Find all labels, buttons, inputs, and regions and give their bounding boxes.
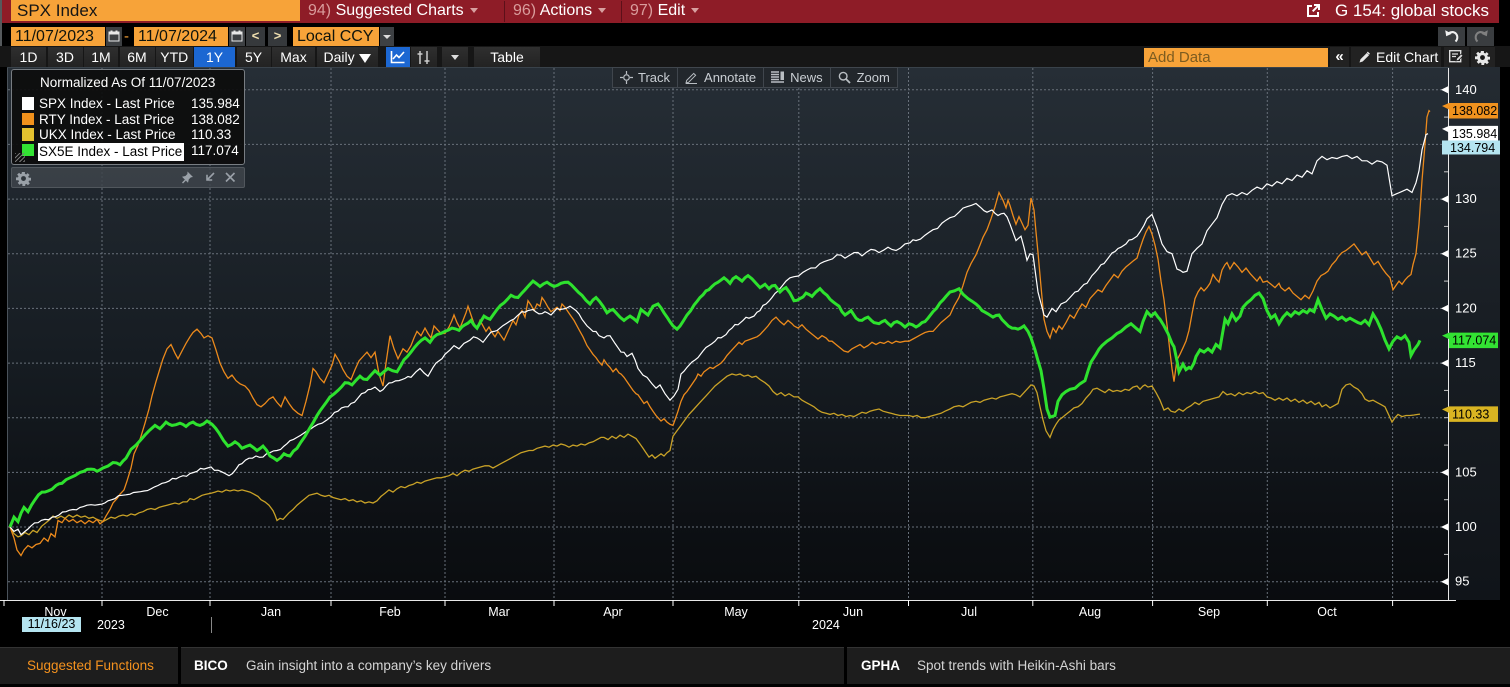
svg-text:125: 125 (1455, 246, 1477, 261)
svg-text:138.082: 138.082 (1452, 104, 1497, 118)
svg-text:95: 95 (1455, 574, 1469, 589)
svg-text:105: 105 (1455, 464, 1477, 479)
svg-text:135.984: 135.984 (1452, 127, 1497, 141)
svg-text:117.074: 117.074 (1452, 334, 1496, 348)
svg-text:120: 120 (1455, 300, 1477, 315)
svg-text:110.33: 110.33 (1452, 407, 1489, 421)
svg-text:100: 100 (1455, 519, 1477, 534)
svg-text:130: 130 (1455, 191, 1477, 206)
svg-text:140: 140 (1455, 82, 1477, 97)
svg-text:134.794: 134.794 (1450, 141, 1495, 155)
svg-text:115: 115 (1455, 355, 1476, 370)
